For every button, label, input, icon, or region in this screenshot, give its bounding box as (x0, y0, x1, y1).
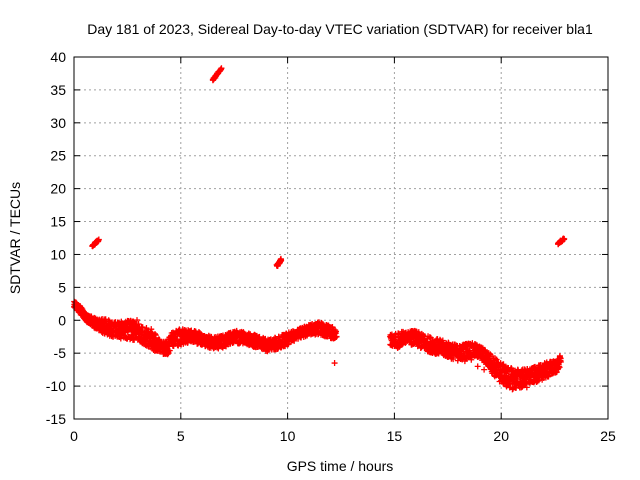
axis-ticks: 0 5 10 15 20 25 40 35 30 25 20 15 10 5 0 -5 -10 -15 (46, 49, 616, 444)
y-tick-label: 15 (50, 214, 66, 230)
x-axis-label: GPS time / hours (287, 458, 394, 474)
y-axis-label: SDTVAR / TECUs (7, 182, 23, 294)
data-point (173, 336, 180, 343)
data-point (556, 364, 563, 371)
y-tick-label: 20 (50, 181, 66, 197)
x-tick-label: 5 (177, 428, 185, 444)
data-point (557, 358, 564, 365)
y-tick-label: 5 (58, 279, 66, 295)
y-tick-label: 10 (50, 246, 66, 262)
data-point (474, 363, 481, 370)
data-point (481, 366, 488, 373)
x-tick-label: 15 (387, 428, 403, 444)
y-tick-label: -5 (54, 345, 67, 361)
data-point (333, 333, 340, 340)
data-point (500, 361, 507, 368)
x-tick-label: 25 (600, 428, 616, 444)
data-point (135, 321, 142, 328)
y-tick-label: 25 (50, 148, 66, 164)
data-point (331, 360, 338, 367)
data-point (139, 324, 146, 331)
x-tick-label: 10 (280, 428, 296, 444)
data-point (95, 236, 102, 243)
data-point (166, 347, 173, 354)
data-point (523, 384, 530, 391)
data-point (152, 332, 159, 339)
grid-lines (74, 57, 608, 419)
data-point (427, 334, 434, 341)
data-point (553, 369, 560, 376)
data-point (468, 356, 475, 363)
data-point (277, 255, 284, 262)
y-tick-label: 35 (50, 82, 66, 98)
data-point (333, 328, 340, 335)
data-point (105, 317, 112, 324)
y-tick-label: -15 (46, 411, 66, 427)
data-point (450, 356, 457, 363)
data-point (561, 235, 568, 242)
plot-frame (73, 56, 609, 420)
data-point (134, 317, 141, 324)
data-point (151, 330, 158, 337)
y-tick-label: 0 (58, 312, 66, 328)
data-point (218, 65, 225, 72)
y-tick-label: -10 (46, 378, 66, 394)
y-tick-label: 30 (50, 115, 66, 131)
data-points (71, 65, 568, 393)
chart-title: Day 181 of 2023, Sidereal Day-to-day VTE… (87, 21, 593, 37)
data-point (418, 344, 425, 351)
y-tick-label: 40 (50, 49, 66, 65)
x-tick-label: 20 (493, 428, 509, 444)
data-point (461, 358, 468, 365)
x-tick-label: 0 (70, 428, 78, 444)
